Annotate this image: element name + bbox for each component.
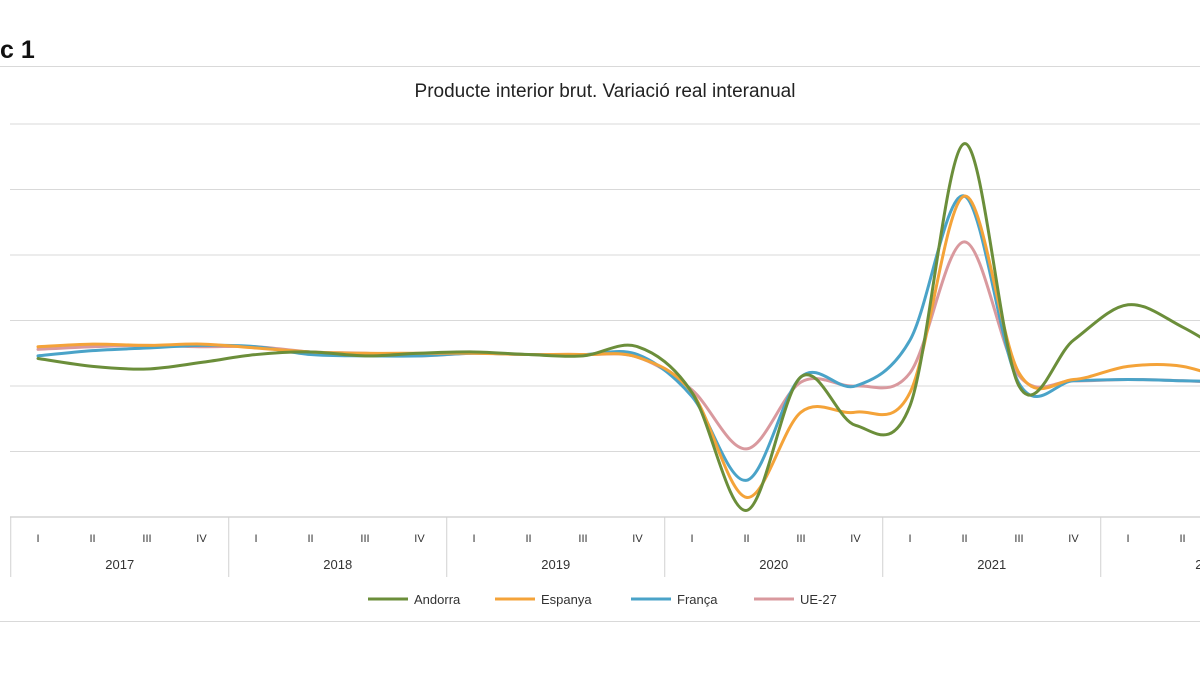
chart-title: Producte interior brut. Variació real in…	[415, 81, 796, 102]
quarter-tick-label: I	[254, 533, 257, 545]
quarter-tick-label: I	[36, 533, 39, 545]
year-label: 2018	[323, 557, 352, 572]
quarter-tick-label: IV	[1068, 533, 1079, 545]
year-label: 2022	[1195, 557, 1200, 572]
quarter-tick-label: I	[908, 533, 911, 545]
quarter-tick-label: IV	[850, 533, 861, 545]
series-lines	[36, 142, 1200, 512]
page-heading: c 1	[0, 36, 35, 64]
quarter-tick-label: II	[743, 533, 749, 545]
quarter-tick-label: III	[142, 533, 151, 545]
quarter-tick-label: IV	[632, 533, 643, 545]
quarter-tick-label: II	[1179, 533, 1185, 545]
quarter-tick-label: I	[472, 533, 475, 545]
bottom-divider	[0, 621, 1200, 622]
quarter-tick-label: I	[1126, 533, 1129, 545]
legend-label: Espanya	[541, 592, 592, 607]
quarter-tick-label: IV	[196, 533, 207, 545]
quarter-tick-label: II	[961, 533, 967, 545]
series-line-andorra	[36, 142, 1200, 512]
year-label: 2017	[105, 557, 134, 572]
x-axis: I II III IV I II III IV I II III IV I II III IV I II III IV…	[10, 517, 1200, 577]
year-label: 2021	[977, 557, 1006, 572]
quarter-tick-label: II	[525, 533, 531, 545]
year-label: 2020	[759, 557, 788, 572]
quarter-tick-label: III	[796, 533, 805, 545]
quarter-tick-label: IV	[414, 533, 425, 545]
legend-label: Andorra	[414, 592, 461, 607]
series-line-frança	[36, 194, 1200, 482]
quarter-tick-label: III	[578, 533, 587, 545]
quarter-tick-label: II	[89, 533, 95, 545]
quarter-tick-label: II	[307, 533, 313, 545]
year-label: 2019	[541, 557, 570, 572]
legend-label: UE-27	[800, 592, 837, 607]
quarter-tick-label: III	[1014, 533, 1023, 545]
gridlines	[10, 123, 1200, 518]
legend-label: França	[677, 592, 718, 607]
quarter-tick-label: I	[690, 533, 693, 545]
quarter-tick-label: III	[360, 533, 369, 545]
legend: Andorra Espanya França UE-27	[368, 592, 837, 607]
top-divider	[0, 66, 1200, 67]
